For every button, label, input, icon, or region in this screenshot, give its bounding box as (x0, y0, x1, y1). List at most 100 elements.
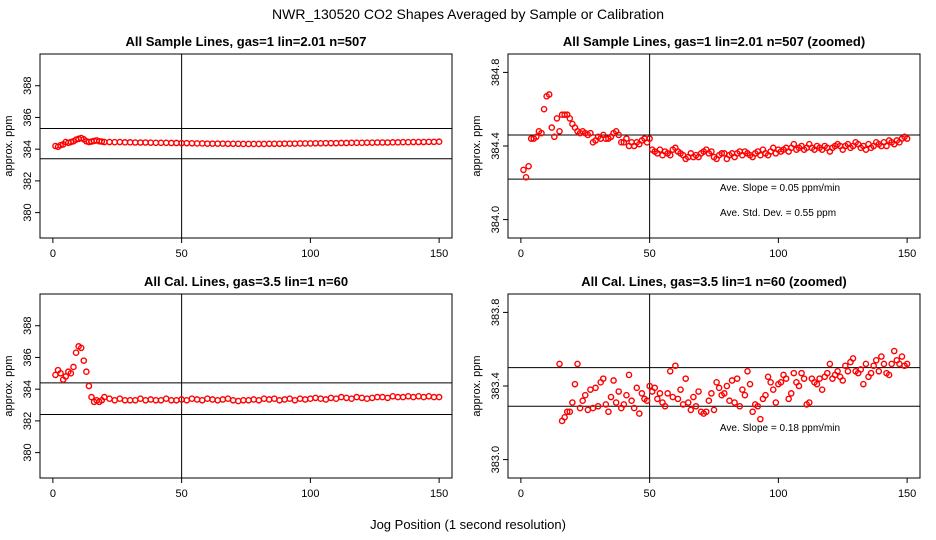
panel-cal-lines: All Cal. Lines, gas=3.5 lin=1 n=60 approx… (3, 274, 453, 500)
x-tick-label: 50 (644, 488, 656, 500)
data-point (674, 395, 682, 403)
data-point (363, 395, 371, 402)
data-point (240, 396, 247, 404)
data-point (157, 139, 165, 147)
data-point (898, 353, 906, 360)
data-point (162, 395, 170, 402)
data-point (219, 140, 227, 147)
data-point (281, 396, 288, 403)
y-tick-label: 384.0 (490, 206, 502, 234)
data-point (435, 138, 443, 146)
data-point (358, 394, 366, 402)
data-point (566, 115, 574, 122)
data-point (343, 139, 350, 147)
data-point (666, 367, 674, 375)
data-point (368, 139, 376, 146)
data-point (250, 396, 258, 403)
data-point (875, 367, 883, 375)
data-point (834, 367, 841, 375)
data-point (857, 366, 865, 373)
data-point (106, 138, 113, 146)
data-point (147, 396, 155, 403)
data-point (839, 377, 847, 384)
data-point (379, 393, 386, 401)
data-point (754, 402, 762, 410)
data-point (556, 360, 563, 368)
data-point (214, 140, 221, 147)
data-point (173, 396, 180, 404)
data-point (142, 396, 149, 404)
data-point (643, 397, 651, 405)
data-point (726, 397, 733, 405)
data-point (152, 139, 160, 147)
data-point (566, 408, 574, 416)
data-point (168, 139, 175, 147)
x-tick-label: 150 (430, 488, 448, 500)
data-point (368, 394, 376, 402)
data-point (666, 151, 674, 159)
data-point (337, 139, 345, 147)
data-point (826, 360, 834, 368)
data-point (687, 406, 695, 414)
data-point (374, 139, 381, 146)
data-point (563, 408, 571, 416)
data-point (415, 393, 422, 400)
data-point (327, 394, 335, 402)
data-point (860, 380, 867, 388)
data-point (790, 369, 798, 377)
data-point (193, 396, 201, 403)
data-point (888, 360, 895, 368)
data-point (198, 396, 206, 404)
data-point (769, 386, 777, 393)
data-point (131, 139, 139, 146)
y-tick-label: 380 (22, 203, 34, 221)
x-tick-label: 0 (50, 488, 56, 500)
data-point (98, 138, 106, 145)
data-point (116, 395, 124, 402)
data-point (844, 367, 852, 375)
y-tick-label: 388 (22, 77, 34, 95)
data-point (337, 393, 345, 401)
data-point (83, 368, 90, 376)
data-point (353, 393, 361, 401)
data-point (553, 115, 561, 122)
data-point (623, 391, 630, 399)
y-tick-label: 386 (22, 348, 34, 366)
data-point (327, 139, 335, 147)
data-point (749, 408, 756, 416)
x-tick-label: 100 (769, 248, 787, 260)
data-point (705, 397, 713, 405)
data-point (291, 140, 299, 147)
data-point (746, 380, 754, 388)
data-point (384, 139, 391, 146)
x-tick-label: 150 (898, 488, 916, 500)
y-axis-label: approx. ppm (471, 115, 483, 176)
annotation-text: Ave. Slope = 0.18 ppm/min (720, 423, 840, 434)
data-point (240, 140, 247, 148)
data-point (332, 395, 340, 402)
data-point (702, 408, 710, 416)
data-point (744, 367, 751, 375)
data-point (404, 393, 412, 400)
data-point (741, 391, 749, 399)
data-point (80, 357, 88, 364)
data-point (121, 396, 129, 404)
data-point (106, 395, 113, 402)
y-tick-label: 383.0 (490, 446, 502, 474)
data-point (718, 150, 726, 157)
data-point (307, 140, 314, 147)
data-point (798, 369, 805, 377)
data-point (307, 395, 314, 402)
x-tick-label: 100 (301, 248, 319, 260)
data-point (389, 139, 397, 146)
data-point (343, 394, 350, 402)
x-tick-label: 0 (518, 248, 524, 260)
annotation-text: Ave. Std. Dev. = 0.55 ppm (720, 208, 836, 219)
data-point (245, 140, 252, 148)
data-point (638, 390, 646, 397)
data-point (757, 415, 764, 423)
y-axis-label: approx. ppm (3, 355, 15, 416)
data-point (736, 402, 744, 410)
x-tick-label: 100 (301, 488, 319, 500)
data-point (540, 105, 548, 113)
